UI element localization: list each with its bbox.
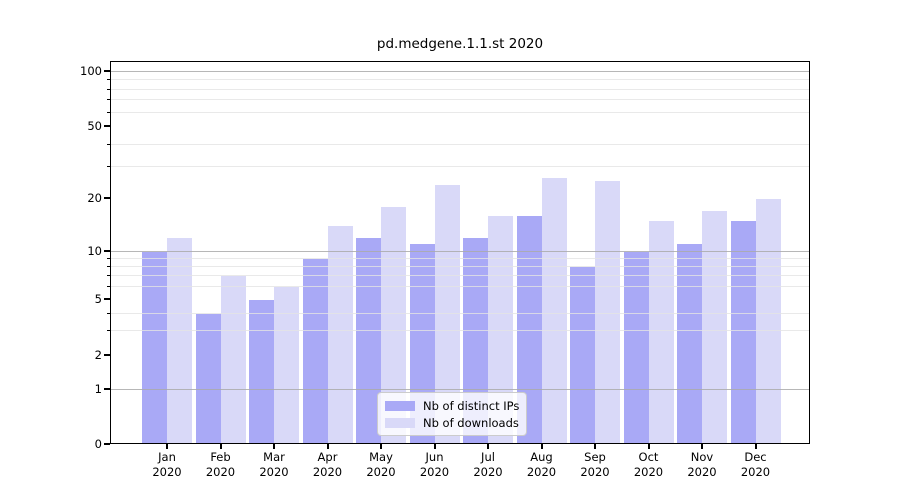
plot-area [110,61,810,444]
bar-mar-downloads [274,287,299,443]
x-tick-label-jun: Jun 2020 [419,450,450,479]
x-tick-label-apr: Apr 2020 [312,450,343,479]
y-minor-tick-mark-30 [107,166,110,168]
x-tick-mark-nov [701,444,703,449]
x-tick-mark-oct [647,444,650,449]
y-tick-label-100: 100 [80,64,102,78]
y-minor-tick-mark-80 [107,88,110,90]
x-tick-mark-apr [326,444,329,449]
legend-row-distinct-ips: Nb of distinct IPs [385,399,519,413]
x-tick-label-oct: Oct 2020 [633,450,664,479]
y-tick-mark-50 [104,125,110,127]
x-tick-label-may: May 2020 [366,450,396,479]
x-tick-mark-aug [540,444,543,449]
y-minor-tick-mark-60 [107,111,110,113]
bar-oct-distinct-ips [623,251,649,443]
y-minor-tick-mark-8 [107,266,110,268]
y-minor-tick-mark-6 [107,286,110,288]
y-tick-label-10: 10 [87,243,102,258]
x-tick-mark-feb [219,444,222,449]
bar-feb-distinct-ips [195,313,221,443]
x-tick-label-nov: Nov 2020 [687,450,717,479]
y-tick-label-2: 2 [94,347,102,362]
y-tick-label-20: 20 [87,191,102,205]
x-tick-label-dec: Dec 2020 [740,450,771,479]
y-tick-mark-100 [104,70,110,72]
y-minor-tick-mark-7 [107,275,110,277]
x-tick-label-jan: Jan 2020 [152,450,182,479]
bars-layer [111,62,809,443]
y-tick-mark-2 [104,353,110,356]
legend-swatch-downloads [385,417,415,428]
x-tick-mark-jan [166,444,168,449]
x-tick-mark-jun [433,444,436,449]
bar-jan-downloads [167,237,192,443]
y-minor-tick-mark-40 [107,143,110,145]
y-minor-tick-mark-70 [107,99,110,101]
x-tick-mark-dec [754,444,757,449]
legend: Nb of distinct IPs Nb of downloads [377,392,527,436]
y-tick-label-50: 50 [87,119,102,133]
bar-nov-distinct-ips [677,244,702,443]
x-tick-label-aug: Aug 2020 [526,450,557,479]
y-tick-mark-1 [104,388,110,390]
legend-row-downloads: Nb of downloads [385,416,519,430]
bar-mar-distinct-ips [249,300,274,443]
y-tick-mark-20 [104,197,110,199]
bar-apr-downloads [327,226,353,443]
y-tick-label-1: 1 [94,382,102,396]
legend-label-distinct-ips: Nb of distinct IPs [423,398,520,413]
chart-title: pd.medgene.1.1.st 2020 [376,36,544,52]
y-tick-label-0: 0 [94,437,102,451]
y-minor-tick-mark-3 [107,329,110,331]
legend-label-downloads: Nb of downloads [423,415,519,430]
bar-feb-downloads [220,276,246,443]
x-tick-label-mar: Mar 2020 [259,450,289,479]
y-minor-tick-mark-90 [107,79,110,81]
bar-dec-distinct-ips [730,220,756,443]
y-tick-mark-0 [104,443,110,445]
legend-swatch-distinct-ips [385,400,415,411]
bar-sep-distinct-ips [570,267,595,443]
x-tick-mark-jul [487,444,489,449]
x-tick-label-sep: Sep 2020 [580,450,610,479]
x-tick-label-jul: Jul 2020 [473,450,503,479]
bar-dec-downloads [755,199,781,443]
y-tick-mark-10 [104,249,110,252]
bar-oct-downloads [648,220,674,443]
y-tick-label-5: 5 [94,292,102,306]
x-tick-label-feb: Feb 2020 [205,450,236,479]
x-tick-mark-sep [594,444,596,449]
bar-may-distinct-ips [356,237,381,443]
bar-jan-distinct-ips [142,251,167,443]
bar-sep-downloads [595,181,620,443]
y-minor-tick-mark-4 [107,312,110,314]
x-tick-mark-may [380,444,382,449]
y-minor-tick-mark-9 [107,257,110,259]
bar-aug-downloads [541,178,567,443]
bar-apr-distinct-ips [302,258,328,443]
x-tick-mark-mar [273,444,275,449]
bar-nov-downloads [702,211,727,443]
y-tick-mark-5 [104,298,110,300]
